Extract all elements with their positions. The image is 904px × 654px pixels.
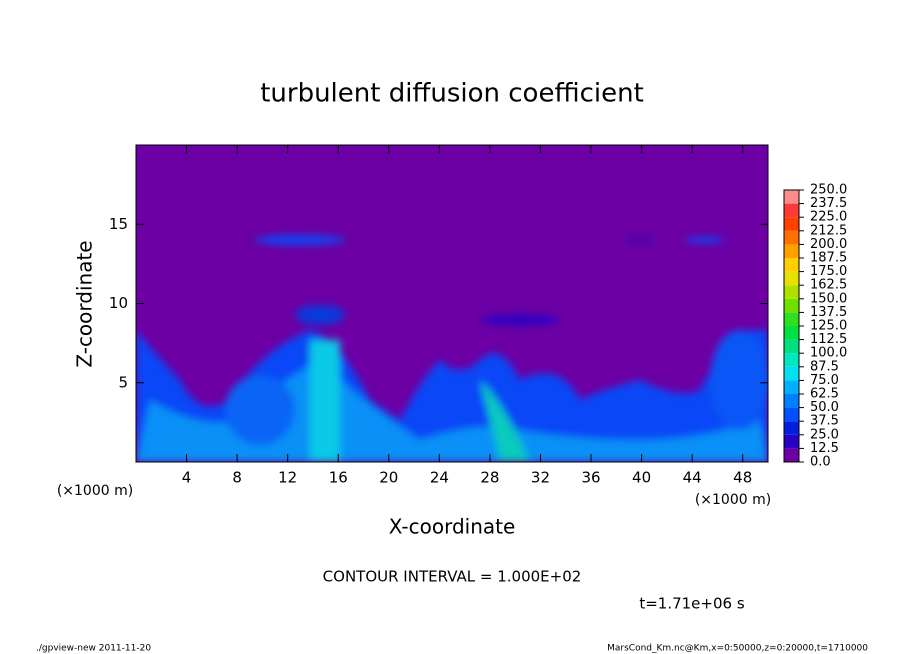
footer-right: MarsCond_Km.nc@Km,x=0:50000,z=0:20000,t=… — [607, 644, 868, 654]
colorbar-band — [784, 353, 799, 367]
x-tick-label: 28 — [480, 469, 499, 487]
colorbar-label: 250.0 — [810, 183, 847, 198]
colorbar-frame — [783, 189, 800, 463]
colorbar-label: 12.5 — [810, 441, 839, 456]
x-tick-label: 44 — [683, 469, 702, 487]
x-tick-label: 40 — [632, 469, 651, 487]
colorbar-band — [784, 217, 799, 231]
colorbar-label: 225.0 — [810, 210, 847, 225]
colorbar-band — [784, 380, 799, 394]
colorbar-band — [784, 203, 799, 218]
x-unit: (×1000 m) — [695, 492, 771, 508]
x-tick-label: 36 — [581, 469, 600, 487]
colorbar-label: 0.0 — [810, 455, 831, 470]
colorbar-band — [784, 285, 799, 299]
colorbar-label: 50.0 — [810, 400, 839, 415]
colorbar-label: 87.5 — [810, 359, 839, 374]
colorbar-label: 175.0 — [810, 264, 847, 279]
colorbar-label: 37.5 — [810, 414, 839, 429]
x-tick-label: 12 — [278, 469, 297, 487]
colorbar-label: 25.0 — [810, 427, 839, 442]
colorbar-label: 200.0 — [810, 237, 847, 252]
colorbar-label: 62.5 — [810, 387, 839, 402]
contour-interval: CONTOUR INTERVAL = 1.000E+02 — [323, 568, 582, 586]
y-tick-label: 15 — [109, 215, 128, 233]
x-tick-label: 24 — [430, 469, 449, 487]
y-tick-label: 10 — [109, 294, 128, 312]
field — [136, 145, 768, 462]
colorbar-band — [784, 394, 799, 408]
colorbar-label: 125.0 — [810, 319, 847, 334]
y-tick-label: 5 — [118, 373, 128, 391]
colorbar-label: 187.5 — [810, 251, 847, 266]
colorbar-label: 237.5 — [810, 196, 847, 211]
colorbar-band — [784, 421, 799, 435]
x-tick-label: 8 — [232, 469, 242, 487]
colorbar-band — [784, 448, 799, 462]
colorbar-band — [784, 244, 799, 258]
axes: 4 8 12 16 20 24 28 32 36 40 44 48510150.012.525.037… — [109, 145, 847, 487]
x-tick-label: 20 — [379, 469, 398, 487]
colorbar-label: 137.5 — [810, 305, 847, 320]
colorbar-band — [784, 407, 799, 422]
x-tick-label: 4 — [182, 469, 192, 487]
colorbar-label: 112.5 — [810, 332, 847, 347]
footer-left: ./gpview-new 2011-11-20 — [36, 644, 151, 654]
colorbar-label: 150.0 — [810, 291, 847, 306]
colorbar-band — [784, 326, 799, 340]
chart-title: turbulent diffusion coefficient — [260, 79, 644, 109]
colorbar-band — [784, 271, 799, 286]
x-tick-label: 48 — [733, 469, 752, 487]
colorbar-label: 212.5 — [810, 223, 847, 238]
colorbar-band — [784, 230, 799, 245]
x-tick-label: 32 — [531, 469, 550, 487]
colorbar-band — [784, 258, 799, 272]
time-note: t=1.71e+06 s — [639, 595, 745, 613]
colorbar-band — [784, 190, 799, 204]
x-tick-label: 16 — [329, 469, 348, 487]
x-axis-label: X-coordinate — [389, 515, 516, 539]
colorbar-band — [784, 298, 799, 313]
colorbar-band — [784, 312, 799, 326]
colorbar-band — [784, 366, 799, 381]
colorbar-band — [784, 339, 799, 354]
y-axis-label: Z-coordinate — [73, 240, 97, 367]
colorbar-label: 100.0 — [810, 346, 847, 361]
colorbar-label: 162.5 — [810, 278, 847, 293]
colorbar-band — [784, 434, 799, 449]
colorbar-label: 75.0 — [810, 373, 839, 388]
y-unit: (×1000 m) — [57, 483, 133, 499]
